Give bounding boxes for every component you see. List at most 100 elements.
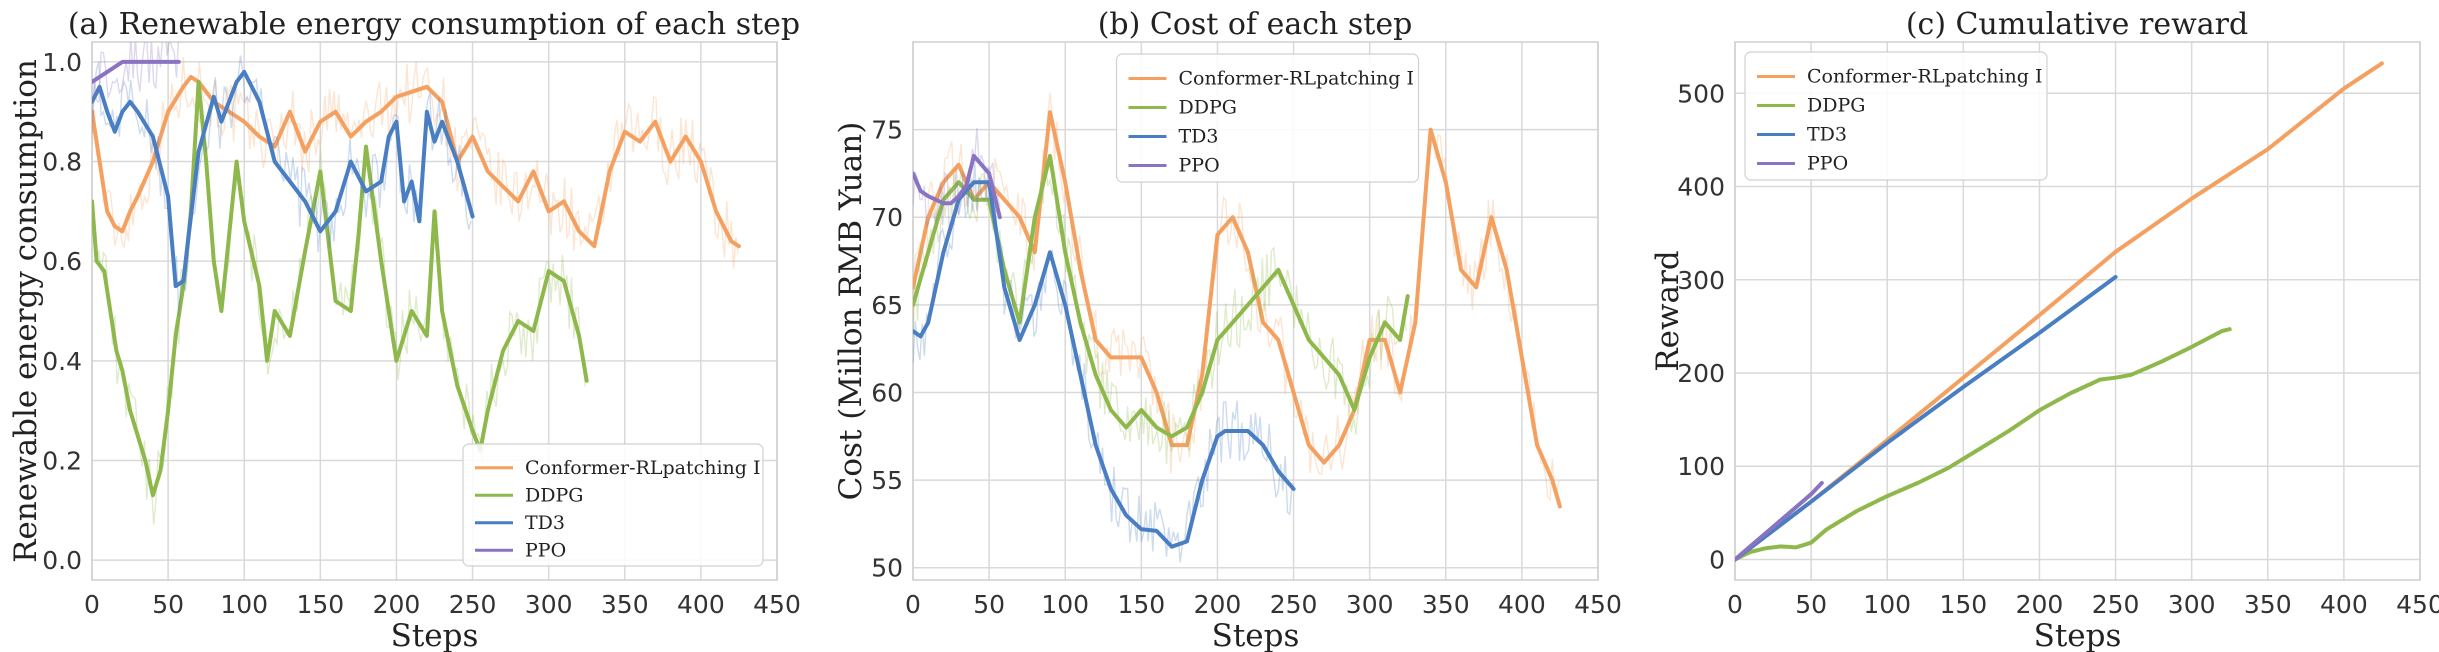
series-noise-ppo [92, 42, 180, 115]
x-tick-label: 350 [1422, 590, 1470, 619]
plot-frame [91, 41, 778, 581]
series-noise-td3 [913, 159, 1293, 563]
series-noise-ddpg [92, 95, 586, 525]
series-line-ppo [913, 153, 1002, 220]
series-noise-td3 [92, 55, 472, 317]
y-tick-label: 0 [1709, 545, 1725, 574]
y-tick-label: 0.4 [42, 347, 82, 376]
x-tick-label: 300 [525, 590, 573, 619]
series-line-conformer-rlpatching-i [92, 74, 741, 249]
legend-box [1115, 53, 1420, 183]
chart-title: (b) Cost of each step [1098, 7, 1413, 42]
y-axis-label: Reward [1650, 250, 1686, 371]
x-tick-label: 100 [1041, 590, 1089, 619]
y-tick-label: 60 [871, 378, 903, 407]
y-tick-label: 0.6 [42, 247, 82, 276]
legend-label-conformer-rlpatching-i: Conformer-RLpatching I [525, 457, 760, 479]
x-tick-label: 0 [1727, 590, 1743, 619]
y-axis-label: Renewable energy consumption [8, 59, 44, 563]
y-tick-label: 0.0 [42, 546, 82, 575]
series-noise-ddpg [913, 158, 1407, 465]
plot-area [1735, 61, 2384, 562]
x-tick-label: 400 [677, 590, 725, 619]
x-tick-label: 450 [2396, 590, 2439, 619]
series-noise-conformer-rlpatching-i [92, 56, 739, 269]
chart-panel-1: 0 50 100 150 200 250 300 350 400 450 0.0 0.2 0.4 0.6 0… [8, 7, 801, 652]
series-noise-ppo [913, 128, 1001, 236]
x-tick-label: 250 [1270, 590, 1318, 619]
series-line-ddpg [1735, 327, 2232, 562]
x-tick-label: 0 [84, 590, 100, 619]
chart-panel-2: 0 50 100 150 200 250 300 350 400 450505560657075(… [833, 7, 1622, 652]
y-tick-label: 75 [871, 116, 903, 145]
x-axis-label: Steps [2034, 618, 2122, 652]
legend-label-conformer-rlpatching-i: Conformer-RLpatching I [1807, 66, 2042, 88]
y-tick-label: 400 [1677, 173, 1725, 202]
x-tick-label: 50 [973, 590, 1005, 619]
legend-box [462, 443, 764, 567]
y-tick-label: 70 [871, 203, 903, 232]
x-tick-label: 0 [905, 590, 921, 619]
series-line-td3 [913, 180, 1296, 549]
legend-label-ppo: PPO [525, 539, 566, 561]
y-tick-label: 0.2 [42, 446, 82, 475]
x-tick-label: 100 [1863, 590, 1911, 619]
legend-label-ddpg: DDPG [525, 484, 583, 506]
x-tick-label: 250 [2092, 590, 2140, 619]
legend-label-td3: TD3 [1807, 124, 1847, 146]
series-line-td3 [92, 69, 475, 289]
x-tick-label: 100 [220, 590, 268, 619]
x-tick-label: 450 [753, 590, 801, 619]
y-tick-label: 0.8 [42, 148, 82, 177]
chart-title: (a) Renewable energy consumption of each… [68, 7, 800, 42]
legend-label-ddpg: DDPG [1807, 95, 1865, 117]
legend-label-ddpg: DDPG [1179, 97, 1237, 119]
y-tick-label: 1.0 [42, 48, 82, 77]
x-tick-label: 350 [2244, 590, 2292, 619]
x-axis-label: Steps [391, 618, 479, 652]
y-tick-label: 300 [1677, 266, 1725, 295]
plot-frame [1734, 41, 2421, 581]
x-tick-label: 300 [2168, 590, 2216, 619]
x-tick-label: 400 [2320, 590, 2368, 619]
series-line-td3 [1735, 275, 2118, 562]
legend-box [1744, 51, 2048, 181]
x-tick-label: 150 [1117, 590, 1165, 619]
legend-label-ppo: PPO [1179, 155, 1220, 177]
x-tick-label: 350 [601, 590, 649, 619]
y-tick-label: 50 [871, 554, 903, 583]
y-tick-label: 55 [871, 466, 903, 495]
x-tick-label: 200 [1194, 590, 1242, 619]
x-tick-label: 200 [373, 590, 421, 619]
legend-label-td3: TD3 [525, 512, 565, 534]
y-tick-label: 65 [871, 291, 903, 320]
chart-title: (c) Cumulative reward [1906, 7, 2248, 42]
x-tick-label: 50 [152, 590, 184, 619]
legend-label-ppo: PPO [1807, 153, 1848, 175]
legend-label-td3: TD3 [1179, 126, 1219, 148]
legend: Conformer-RLpatching I DDPG TD3 PPO [1744, 51, 2048, 181]
chart-panel-3: 0 50 100 150 200 250 300 350 400 450 0 100 200 300 400… [1650, 7, 2439, 652]
y-axis-label: Cost (Millon RMB Yuan) [833, 122, 869, 501]
legend: Conformer-RLpatching I DDPG TD3 PPO [462, 443, 764, 567]
series-line-ppo [1735, 481, 1824, 562]
x-tick-label: 250 [449, 590, 497, 619]
y-tick-label: 100 [1677, 452, 1725, 481]
y-tick-label: 500 [1677, 79, 1725, 108]
x-tick-label: 150 [1939, 590, 1987, 619]
plot-area [913, 92, 1562, 563]
x-tick-label: 400 [1498, 590, 1546, 619]
y-tick-label: 200 [1677, 359, 1725, 388]
x-tick-label: 150 [296, 590, 344, 619]
legend-label-conformer-rlpatching-i: Conformer-RLpatching I [1179, 68, 1414, 90]
x-tick-label: 300 [1346, 590, 1394, 619]
x-axis-label: Steps [1212, 618, 1300, 652]
x-tick-label: 50 [1795, 590, 1827, 619]
plot-frame [912, 41, 1599, 581]
legend: Conformer-RLpatching I DDPG TD3 PPO [1115, 53, 1420, 183]
series-line-ppo [92, 59, 181, 84]
x-tick-label: 200 [2016, 590, 2064, 619]
x-tick-label: 450 [1574, 590, 1622, 619]
series-line-conformer-rlpatching-i [913, 110, 1562, 509]
